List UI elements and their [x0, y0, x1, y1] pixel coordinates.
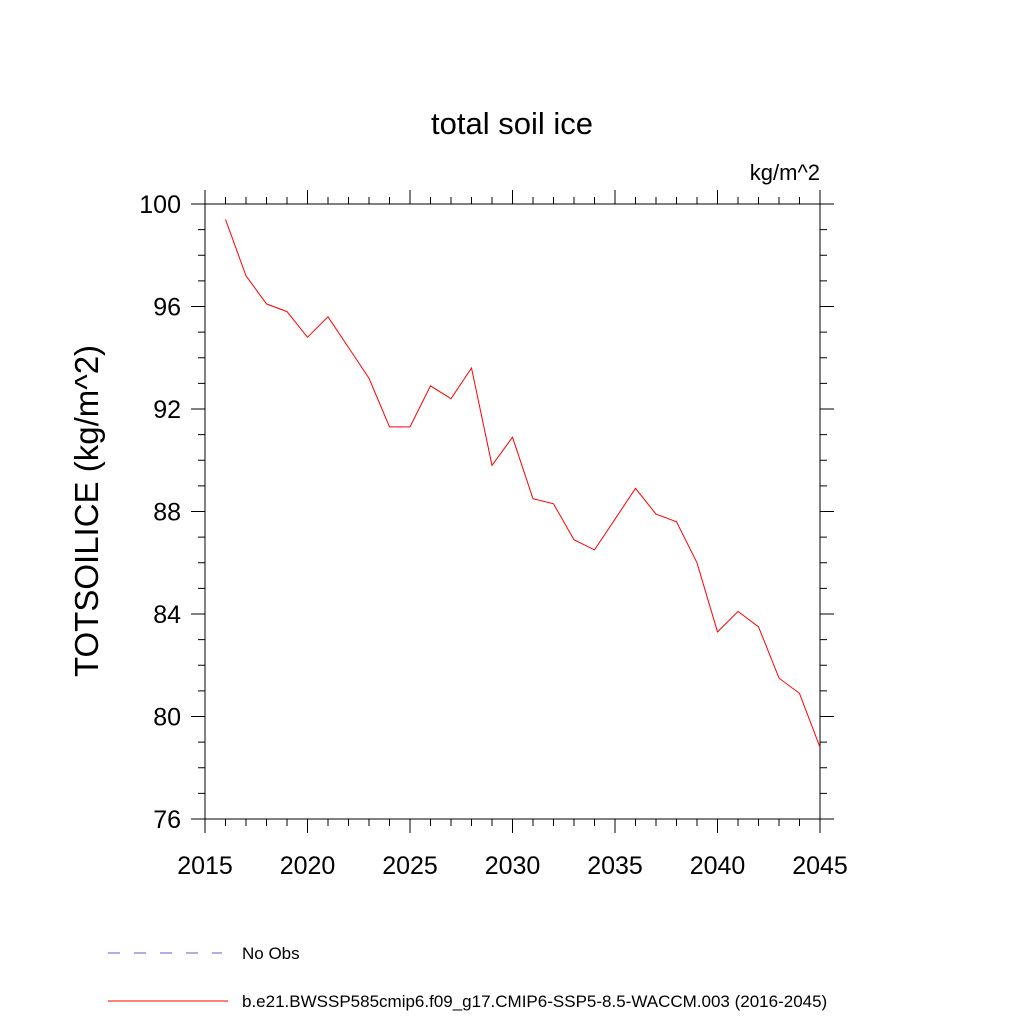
legend-label-no-obs: No Obs	[242, 944, 300, 963]
x-tick-label: 2045	[792, 852, 848, 880]
chart-title: total soil ice	[431, 106, 593, 141]
y-tick-label: 84	[153, 601, 181, 629]
y-tick-label: 76	[153, 806, 181, 834]
y-tick-label: 88	[153, 499, 181, 527]
plot-frame	[204, 203, 821, 820]
axis-ticks	[191, 190, 834, 833]
series-layer	[225, 219, 821, 748]
x-tick-label: 2035	[587, 852, 643, 880]
series-line	[225, 219, 821, 748]
y-tick-label: 100	[139, 191, 181, 219]
x-tick-label: 2040	[690, 852, 746, 880]
tick-labels: 2015 2020 2025 2030 2035 2040 2045 76 80 84 88 92 96…	[139, 191, 848, 880]
units-label: kg/m^2	[750, 160, 820, 185]
x-tick-label: 2015	[177, 852, 233, 880]
y-tick-label: 80	[153, 704, 181, 732]
x-tick-label: 2030	[485, 852, 541, 880]
y-tick-label: 96	[153, 294, 181, 322]
legend: No Obs b.e21.BWSSP585cmip6.f09_g17.CMIP6…	[108, 944, 827, 1011]
x-tick-label: 2020	[280, 852, 336, 880]
x-tick-label: 2025	[382, 852, 438, 880]
legend-label-model: b.e21.BWSSP585cmip6.f09_g17.CMIP6-SSP5-8…	[242, 992, 827, 1011]
y-tick-label: 92	[153, 396, 181, 424]
y-axis-label: TOTSOILICE (kg/m^2)	[68, 345, 105, 677]
